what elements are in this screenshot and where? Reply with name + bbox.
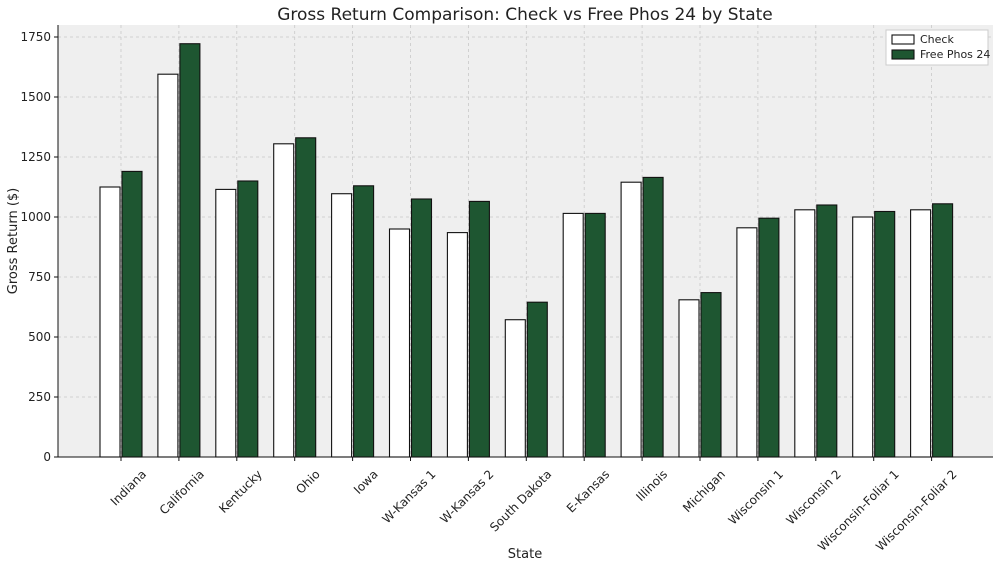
x-tick-label: W-Kansas 2 xyxy=(437,467,496,526)
x-tick-label: South Dakota xyxy=(487,467,554,534)
x-axis-label: State xyxy=(508,547,542,562)
x-tick-label: Kentucky xyxy=(216,467,265,516)
y-tick-label: 1750 xyxy=(20,30,51,44)
bar-check-kentucky xyxy=(215,188,237,458)
bar-free-phos-24-wisconsin-foliar-1 xyxy=(874,210,896,458)
gridlines xyxy=(58,25,993,458)
y-tick-label: 0 xyxy=(43,450,51,464)
bar-check-ohio xyxy=(273,143,295,458)
bar-free-phos-24-kentucky xyxy=(237,180,259,458)
bar-check-w-kansas-1 xyxy=(388,228,411,458)
bar-check-wisconsin-1 xyxy=(736,227,758,458)
bar-check-wisconsin-foliar-2 xyxy=(910,209,932,458)
bar-free-phos-24-w-kansas-1 xyxy=(410,198,433,458)
bar-check-iowa xyxy=(331,193,353,458)
legend: Check Free Phos 24 xyxy=(885,29,990,66)
bar-check-wisconsin-foliar-1 xyxy=(852,216,874,458)
bar-free-phos-24-indiana xyxy=(121,170,143,458)
x-axis-ticks: Indiana California Kentucky Ohio IowaW-Kansa… xyxy=(108,457,960,554)
bars xyxy=(99,43,954,458)
legend-swatch-free-phos-24 xyxy=(891,49,915,60)
bar-free-phos-24-illinois xyxy=(642,176,664,458)
legend-label-free-phos-24: Free Phos 24 xyxy=(920,48,990,61)
bar-check-e-kansas xyxy=(562,212,584,458)
bar-check-california xyxy=(157,73,179,458)
bar-free-phos-24-california xyxy=(179,43,201,458)
y-axis-ticks: 0 250 500 750 1000 1250 1500 1750 xyxy=(20,30,58,464)
bar-check-w-kansas-2 xyxy=(446,232,468,458)
x-tick-label: E-Kansas xyxy=(564,467,612,515)
y-tick-label: 750 xyxy=(28,270,51,284)
x-tick-label: W-Kansas 1 xyxy=(379,467,438,526)
y-tick-label: 250 xyxy=(28,390,51,404)
bar-check-south-dakota xyxy=(504,319,526,458)
y-axis-label: Gross Return ($) xyxy=(6,188,21,294)
legend-swatch-check xyxy=(891,34,915,45)
x-tick-label: Iowa xyxy=(351,467,381,497)
bar-free-phos-24-ohio xyxy=(295,137,317,458)
x-tick-label: Wisconsin 1 xyxy=(726,467,786,527)
bar-check-indiana xyxy=(99,186,121,458)
y-tick-label: 1000 xyxy=(20,210,51,224)
bar-free-phos-24-south-dakota xyxy=(526,301,548,458)
x-tick-label: Michigan xyxy=(680,467,728,515)
bar-free-phos-24-wisconsin-foliar-2 xyxy=(932,203,954,458)
bar-free-phos-24-w-kansas-2 xyxy=(468,200,490,458)
x-tick-label: California xyxy=(157,467,207,517)
y-tick-label: 1250 xyxy=(20,150,51,164)
x-tick-label: Ohio xyxy=(293,467,323,497)
bar-free-phos-24-wisconsin-1 xyxy=(758,217,780,458)
bar-check-wisconsin-2 xyxy=(794,209,816,458)
bar-free-phos-24-e-kansas xyxy=(584,212,606,458)
x-tick-label: Wisconsin 2 xyxy=(783,467,843,527)
bar-free-phos-24-michigan xyxy=(700,292,722,458)
bar-check-illinois xyxy=(620,181,642,458)
y-tick-label: 500 xyxy=(28,330,51,344)
bar-free-phos-24-iowa xyxy=(353,185,375,458)
bar-free-phos-24-wisconsin-2 xyxy=(816,204,838,458)
bar-check-michigan xyxy=(678,299,700,458)
y-tick-label: 1500 xyxy=(20,90,51,104)
legend-label-check: Check xyxy=(920,33,954,46)
x-tick-label: Illinois xyxy=(633,467,670,504)
chart-title: Gross Return Comparison: Check vs Free P… xyxy=(277,5,773,25)
x-tick-label: Indiana xyxy=(108,467,149,508)
